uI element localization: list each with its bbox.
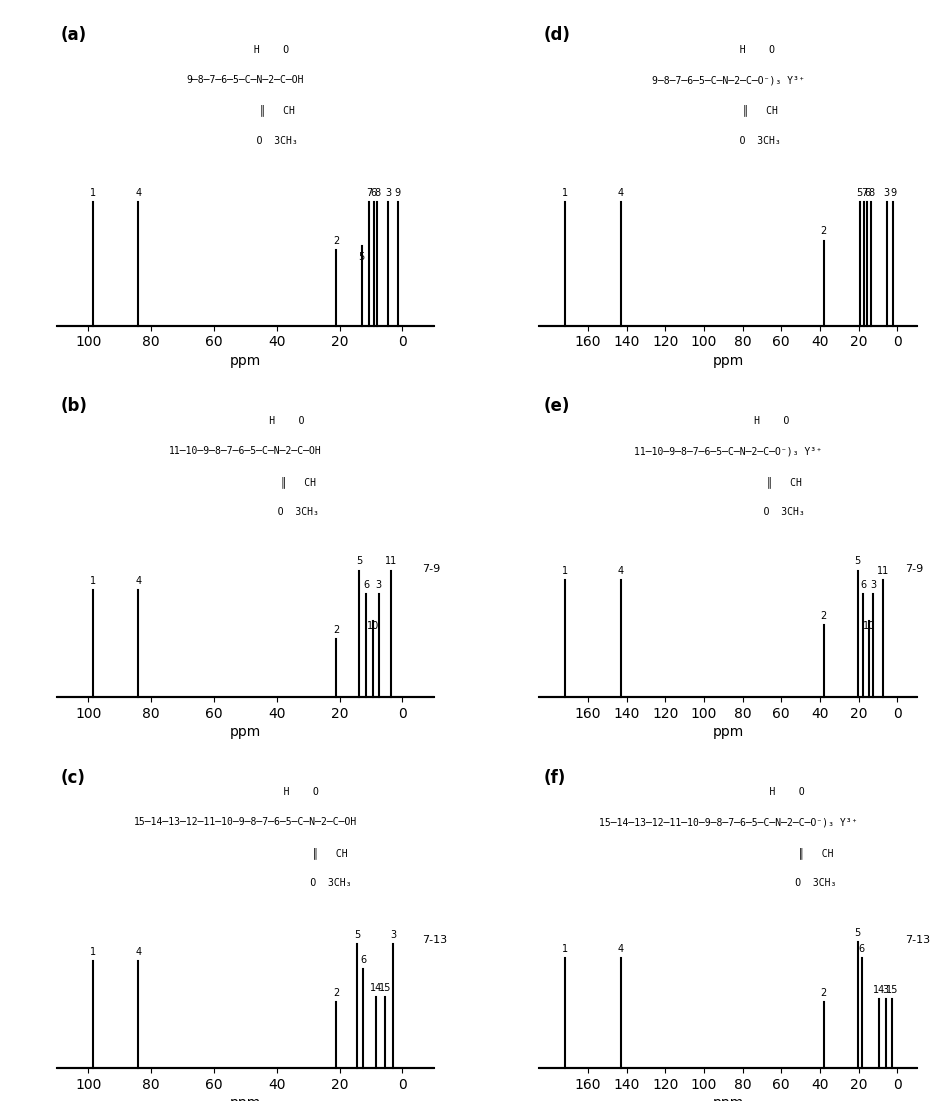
Text: 1: 1 [561,566,567,576]
Text: 7: 7 [366,188,372,198]
Text: O  3CH₃: O 3CH₃ [651,506,803,517]
Text: 6: 6 [864,188,869,198]
Text: 11: 11 [876,566,888,576]
Text: 11─10─9─8─7─6─5─C─N─2─C─OH: 11─10─9─8─7─6─5─C─N─2─C─OH [169,446,321,456]
X-axis label: ppm: ppm [229,1095,261,1101]
Text: 3: 3 [385,188,391,198]
X-axis label: ppm: ppm [712,353,743,368]
Text: 5: 5 [855,188,862,198]
Text: H    O: H O [651,787,803,797]
Text: 2: 2 [819,988,826,998]
Text: 11─10─9─8─7─6─5─C─N─2─C─O⁻)₃ Y³⁺: 11─10─9─8─7─6─5─C─N─2─C─O⁻)₃ Y³⁺ [633,446,821,456]
Text: 9─8─7─6─5─C─N─2─C─O⁻)₃ Y³⁺: 9─8─7─6─5─C─N─2─C─O⁻)₃ Y³⁺ [651,75,803,85]
Text: O  3CH₃: O 3CH₃ [674,135,780,145]
Text: ║   CH: ║ CH [678,105,777,117]
Text: 7: 7 [860,188,867,198]
Text: 5: 5 [356,556,362,566]
Text: 2: 2 [819,611,826,621]
Text: 1: 1 [90,947,95,957]
X-axis label: ppm: ppm [229,353,261,368]
Text: 5: 5 [353,930,360,940]
Text: 4: 4 [617,566,623,576]
Text: 2: 2 [333,236,339,246]
Text: 5: 5 [853,556,860,566]
Text: 1: 1 [561,188,567,198]
Text: 14: 14 [872,985,885,995]
Text: 4: 4 [617,188,623,198]
Text: H    O: H O [201,45,289,55]
Text: (b): (b) [60,397,87,415]
Text: H    O: H O [681,45,774,55]
Text: (e): (e) [543,397,569,415]
Text: 11: 11 [385,556,397,566]
Text: ║   CH: ║ CH [622,847,833,859]
Text: O  3CH₃: O 3CH₃ [172,506,318,517]
Text: O  3CH₃: O 3CH₃ [140,879,350,889]
Text: (f): (f) [543,768,565,786]
X-axis label: ppm: ppm [712,724,743,739]
Text: 5: 5 [358,252,364,262]
Text: 2: 2 [333,625,339,635]
Text: H    O: H O [666,416,789,426]
Text: (c): (c) [60,768,85,786]
Text: 1: 1 [90,188,95,198]
Text: 3: 3 [869,580,875,590]
Text: O  3CH₃: O 3CH₃ [193,135,298,145]
Text: 6: 6 [859,580,866,590]
Text: 14: 14 [369,982,381,992]
X-axis label: ppm: ppm [229,724,261,739]
Text: 2: 2 [819,227,826,237]
Text: 6: 6 [370,188,377,198]
Text: 10: 10 [366,621,379,631]
Text: 8: 8 [374,188,379,198]
Text: 9: 9 [889,188,896,198]
Text: ║   CH: ║ CH [654,476,801,488]
Text: 4: 4 [135,947,142,957]
Text: H    O: H O [186,416,304,426]
Text: 4: 4 [617,944,623,955]
Text: 6: 6 [362,580,369,590]
Text: 7-13: 7-13 [904,936,930,946]
Text: 1: 1 [90,576,95,586]
Text: 15─14─13─12─11─10─9─8─7─6─5─C─N─2─C─O⁻)₃ Y³⁺: 15─14─13─12─11─10─9─8─7─6─5─C─N─2─C─O⁻)₃… [598,817,856,828]
Text: 6: 6 [857,944,864,955]
Text: 15─14─13─12─11─10─9─8─7─6─5─C─N─2─C─OH: 15─14─13─12─11─10─9─8─7─6─5─C─N─2─C─OH [133,817,357,828]
Text: 3: 3 [882,985,887,995]
Text: (a): (a) [60,26,87,44]
Text: 15: 15 [885,985,898,995]
Text: 4: 4 [135,576,142,586]
Text: H    O: H O [172,787,318,797]
Text: 3: 3 [376,580,381,590]
Text: (d): (d) [543,26,569,44]
Text: 15: 15 [379,982,391,992]
Text: 7-13: 7-13 [422,936,447,946]
Text: 10: 10 [862,621,874,631]
Text: ║   CH: ║ CH [175,476,315,488]
Text: 8: 8 [868,188,873,198]
Text: 3: 3 [390,930,396,940]
Text: 2: 2 [333,988,339,998]
Text: ║   CH: ║ CH [143,847,347,859]
Text: 6: 6 [360,955,366,966]
Text: 5: 5 [853,928,860,938]
Text: O  3CH₃: O 3CH₃ [618,879,835,889]
Text: 9: 9 [395,188,400,198]
Text: 1: 1 [561,944,567,955]
Text: 4: 4 [135,188,142,198]
Text: 7-9: 7-9 [422,564,440,575]
Text: 3: 3 [883,188,889,198]
Text: 7-9: 7-9 [904,564,922,575]
Text: 9─8─7─6─5─C─N─2─C─OH: 9─8─7─6─5─C─N─2─C─OH [186,75,304,85]
X-axis label: ppm: ppm [712,1095,743,1101]
Text: ║   CH: ║ CH [195,105,295,117]
